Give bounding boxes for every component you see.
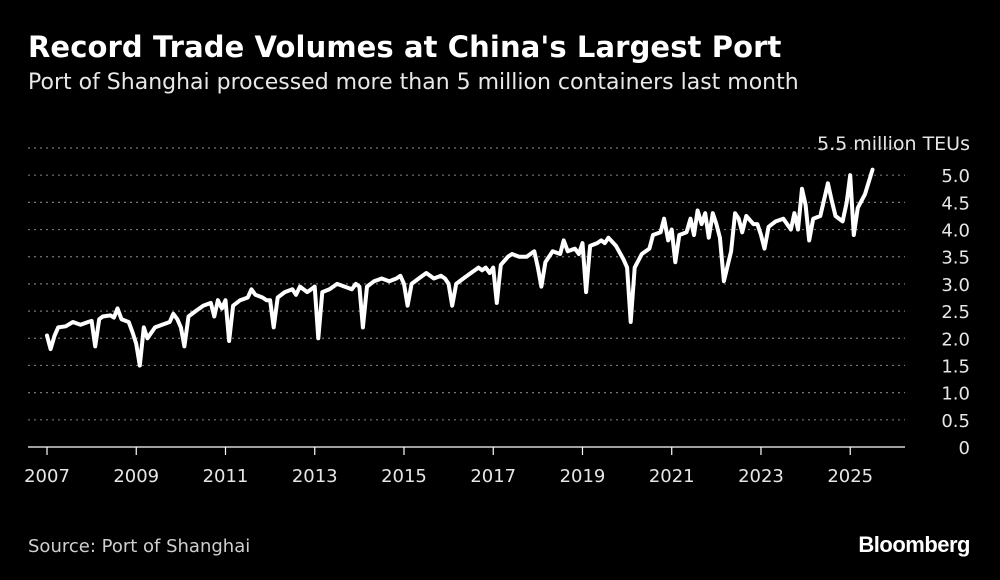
y-tick-label: 0 (959, 438, 970, 459)
x-axis-tick-labels: 2007 2009 2011 2013 2015 2017 2019 2021 2023 2025 (24, 447, 873, 487)
source-note: Source: Port of Shanghai (28, 536, 251, 557)
y-tick-label: 1.0 (941, 384, 970, 405)
chart-title: Record Trade Volumes at China's Largest … (28, 30, 782, 64)
series-line (45, 167, 875, 368)
x-tick-label: 2015 (381, 466, 427, 487)
x-tick-label: 2019 (560, 466, 606, 487)
unit-label: 5.5 million TEUs (817, 133, 970, 155)
chart-subtitle: Port of Shanghai processed more than 5 m… (28, 70, 799, 95)
y-tick-label: 2.5 (941, 302, 970, 323)
x-tick-label: 2023 (738, 466, 784, 487)
y-tick-label: 4.5 (941, 193, 970, 214)
x-tick-label: 2021 (649, 466, 695, 487)
y-tick-label: 1.5 (941, 356, 970, 377)
x-tick-label: 2017 (470, 466, 516, 487)
y-tick-label: 2.0 (941, 329, 970, 350)
y-tick-label: 0.5 (941, 411, 970, 432)
y-axis-tick-labels: 0 0.5 1.0 1.5 2.0 2.5 3.0 3.5 4.0 4.5 5.0 (941, 166, 970, 459)
x-tick-label: 2013 (292, 466, 338, 487)
grid-lines (28, 147, 905, 421)
y-tick-label: 5.0 (941, 166, 970, 187)
x-tick-label: 2025 (827, 466, 873, 487)
bloomberg-logo: Bloomberg (858, 532, 970, 557)
y-tick-label: 3.0 (941, 275, 970, 296)
series-layer (45, 167, 875, 368)
y-tick-label: 3.5 (941, 248, 970, 269)
x-tick-label: 2007 (24, 466, 70, 487)
x-tick-label: 2009 (113, 466, 159, 487)
y-tick-label: 4.0 (941, 221, 970, 242)
x-tick-label: 2011 (203, 466, 249, 487)
